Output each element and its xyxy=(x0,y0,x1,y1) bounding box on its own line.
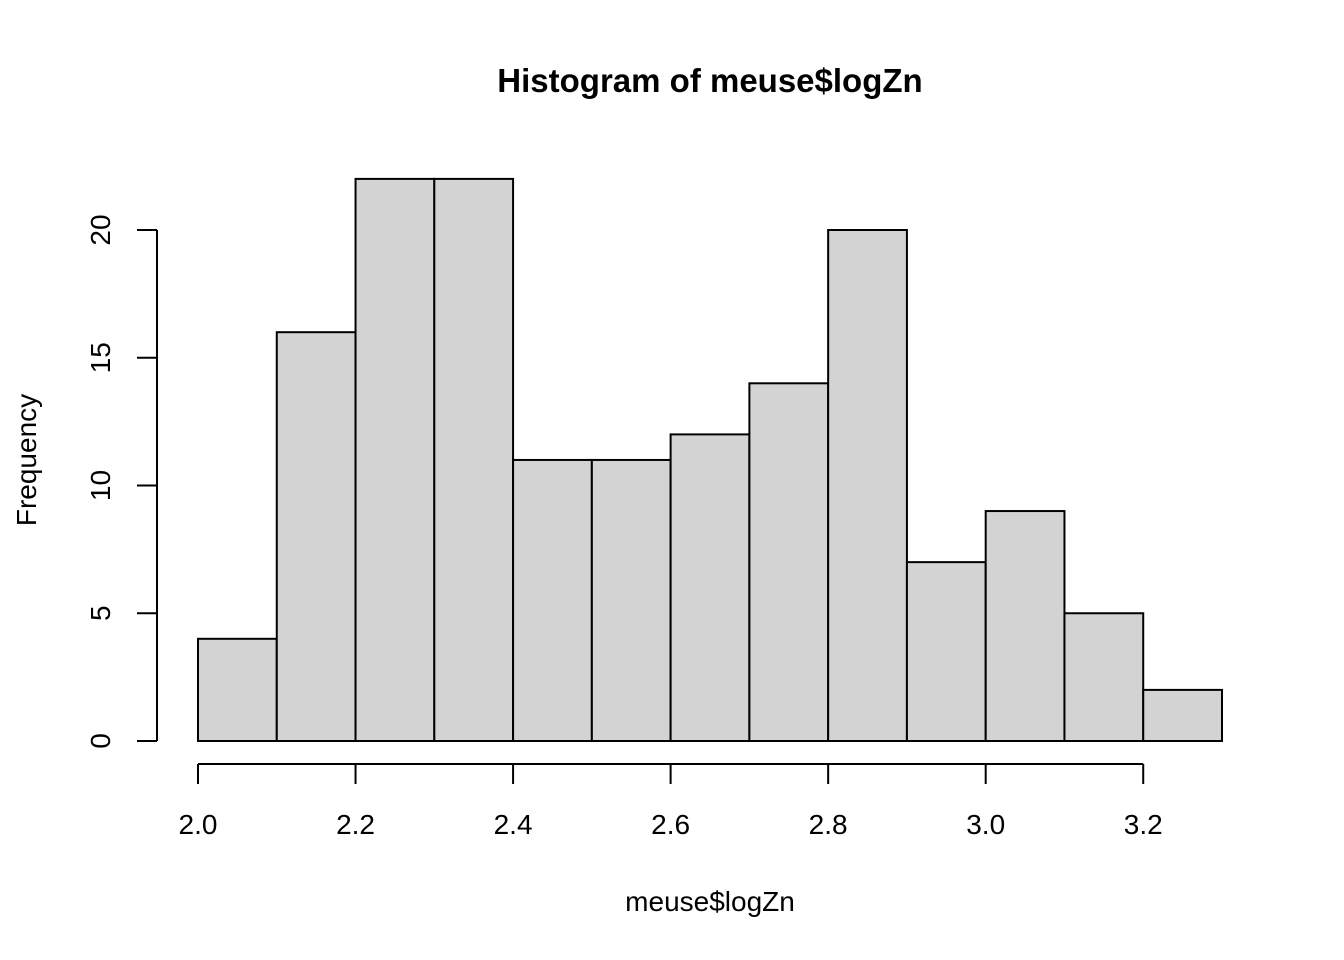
x-tick-label: 3.2 xyxy=(1124,809,1163,840)
x-tick-label: 2.6 xyxy=(651,809,690,840)
x-tick-label: 3.0 xyxy=(966,809,1005,840)
x-tick-label: 2.2 xyxy=(336,809,375,840)
x-tick-label: 2.8 xyxy=(809,809,848,840)
histogram-bar xyxy=(1063,612,1145,742)
chart-title: Histogram of meuse$logZn xyxy=(497,62,922,99)
y-tick-label: 5 xyxy=(85,605,116,621)
histogram-bar xyxy=(197,637,278,742)
histogram-bar xyxy=(590,458,672,742)
y-axis-label: Frequency xyxy=(11,394,42,526)
y-tick-label: 15 xyxy=(85,342,116,373)
bars-group xyxy=(197,177,1223,743)
histogram-bar xyxy=(827,229,908,742)
histogram-bar xyxy=(669,433,751,742)
histogram-bar xyxy=(433,177,515,742)
y-tick-label: 10 xyxy=(85,470,116,501)
y-axis: 0 5 10 15 20 xyxy=(85,214,158,749)
histogram-bar xyxy=(512,458,593,742)
x-axis: 2.0 2.2 2.4 2.6 2.8 3.0 3.2 xyxy=(179,763,1163,840)
histogram-bar xyxy=(1142,688,1223,743)
x-tick-label: 2.4 xyxy=(494,809,533,840)
x-tick-label: 2.0 xyxy=(179,809,218,840)
x-axis-label: meuse$logZn xyxy=(625,886,795,917)
histogram-bar xyxy=(905,561,987,743)
histogram-bar xyxy=(984,510,1066,742)
histogram-bar xyxy=(748,382,830,742)
histogram-bar xyxy=(354,177,436,742)
y-tick-label: 20 xyxy=(85,214,116,245)
y-tick-label: 0 xyxy=(85,733,116,749)
histogram-bar xyxy=(275,331,357,742)
